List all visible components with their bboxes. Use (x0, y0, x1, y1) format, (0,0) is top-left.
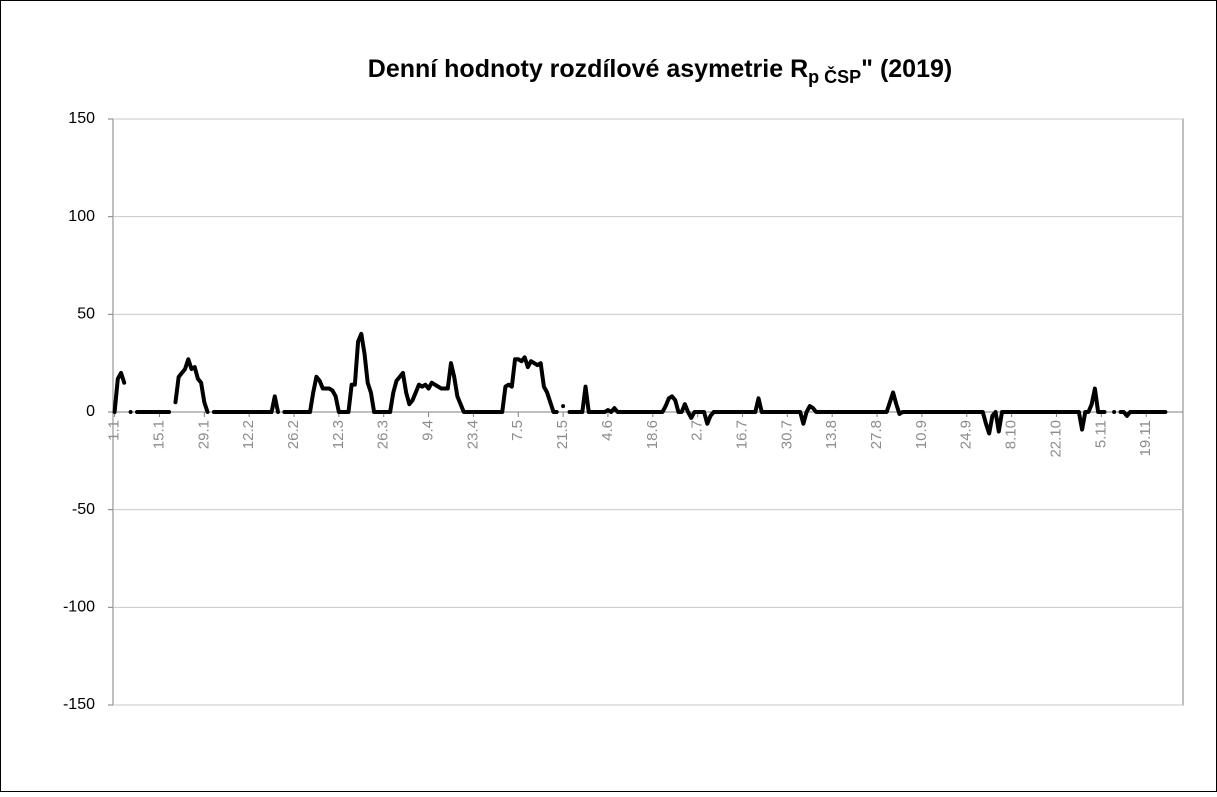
x-tick-label: 30.7 (778, 420, 795, 449)
x-tick-label: 12.3 (330, 420, 347, 449)
title-suffix: " (2019) (861, 55, 952, 83)
title-main: Denní hodnoty rozdílové asymetrie R (368, 55, 808, 83)
x-tick-label: 4.6 (599, 420, 616, 441)
x-tick-label: 24.9 (958, 420, 975, 449)
x-tick-label: 15.1 (150, 420, 167, 449)
y-tick-label: 50 (77, 306, 95, 323)
x-tick-label: 9.4 (420, 420, 437, 441)
y-tick-label: -50 (72, 501, 95, 518)
x-tick-label: 7.5 (509, 420, 526, 441)
x-tick-label: 16.7 (733, 420, 750, 449)
x-tick-label: 26.2 (285, 420, 302, 449)
x-tick-label: 13.8 (823, 420, 840, 449)
y-tick-label: -150 (63, 696, 95, 713)
x-tick-label: 23.4 (464, 420, 481, 449)
x-tick-label: 22.10 (1047, 420, 1064, 458)
x-tick-label: 8.10 (1003, 420, 1020, 449)
x-tick-label: 2.7 (689, 420, 706, 441)
x-tick-label: 19.11 (1137, 420, 1154, 456)
y-tick-label: 0 (86, 403, 95, 420)
chart-title: Denní hodnoty rozdílové asymetrie Rp ČSP… (368, 55, 952, 87)
x-tick-label: 18.6 (644, 420, 661, 449)
data-line (112, 331, 1168, 436)
x-tick-label: 5.11 (1092, 420, 1109, 448)
x-tick-label: 10.9 (913, 420, 930, 449)
x-tick-label: 21.5 (554, 420, 571, 449)
x-tick-label: 26.3 (375, 420, 392, 449)
title-subscript: p ČSP (808, 66, 861, 87)
x-tick-label: 29.1 (195, 420, 212, 449)
y-tick-label: 150 (68, 110, 95, 127)
x-tick-label: 27.8 (868, 420, 885, 449)
x-tick-label: 1.1 (106, 420, 123, 441)
x-tick-label: 12.2 (240, 420, 257, 449)
y-tick-label: -100 (63, 599, 95, 616)
y-tick-label: 100 (68, 208, 95, 225)
